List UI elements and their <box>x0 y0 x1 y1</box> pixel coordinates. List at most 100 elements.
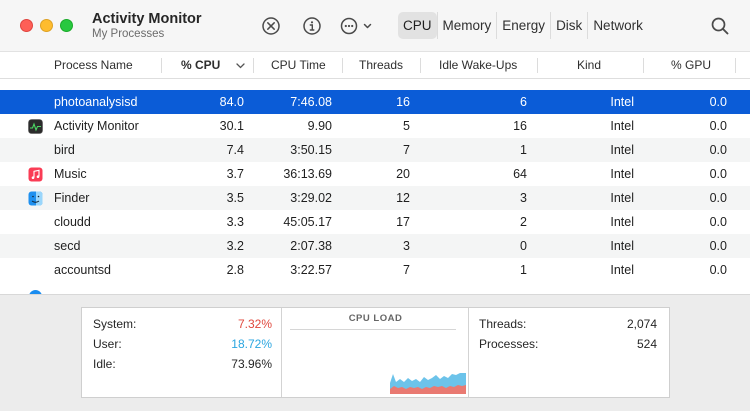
column-divider[interactable] <box>420 58 421 73</box>
processes-label: Processes: <box>479 337 539 351</box>
col-threads[interactable]: Threads <box>359 58 404 72</box>
table-row[interactable]: secd 3.2 2:07.38 3 0 Intel 0.0 <box>0 234 750 258</box>
more-actions-icon <box>340 17 372 35</box>
cpu-time: 36:13.69 <box>283 167 332 181</box>
cpu-time: 9.90 <box>307 119 332 133</box>
threads: 20 <box>396 167 410 181</box>
cpu-percent: 3.5 <box>226 191 244 205</box>
table-row-partial[interactable] <box>0 290 750 294</box>
toolbar: Activity Monitor My Processes <box>0 0 750 52</box>
table-spacer <box>0 80 750 90</box>
cpu-time: 3:29.02 <box>290 191 332 205</box>
threads: 16 <box>396 95 410 109</box>
cpu-percent: 84.0 <box>219 95 244 109</box>
process-name: Finder <box>54 191 90 205</box>
idle-wakeups: 0 <box>520 239 527 253</box>
tab-network[interactable]: Network <box>587 12 648 39</box>
tab-energy[interactable]: Energy <box>496 12 550 39</box>
cpu-load-title: CPU LOAD <box>348 313 403 324</box>
window-subtitle[interactable]: My Processes <box>92 28 165 40</box>
search-button[interactable] <box>709 15 731 37</box>
column-divider[interactable] <box>537 58 538 73</box>
cpu-percent: 3.3 <box>226 215 244 229</box>
gpu-percent: 0.0 <box>709 239 727 253</box>
more-actions-button[interactable] <box>338 15 376 37</box>
column-divider[interactable] <box>735 58 736 73</box>
idle-wakeups: 1 <box>520 263 527 277</box>
table-row[interactable]: Music 3.7 36:13.69 20 64 Intel 0.0 <box>0 162 750 186</box>
col-cpu-time[interactable]: CPU Time <box>271 58 326 72</box>
table-row[interactable]: cloudd 3.3 45:05.17 17 2 Intel 0.0 <box>0 210 750 234</box>
tab-memory[interactable]: Memory <box>436 12 497 39</box>
kind: Intel <box>610 167 634 181</box>
cpu-percent: 3.2 <box>226 239 244 253</box>
system-load-area <box>390 385 466 394</box>
user-value: 18.72% <box>231 337 272 351</box>
gpu-percent: 0.0 <box>709 143 727 157</box>
table-row[interactable]: accountsd 2.8 3:22.57 7 1 Intel 0.0 <box>0 258 750 282</box>
kind: Intel <box>610 239 634 253</box>
gpu-percent: 0.0 <box>709 167 727 181</box>
table-row[interactable]: Finder 3.5 3:29.02 12 3 Intel 0.0 <box>0 186 750 210</box>
cpu-percent: 7.4 <box>226 143 244 157</box>
music-icon <box>28 167 43 182</box>
cpu-time: 3:50.15 <box>290 143 332 157</box>
threads: 12 <box>396 191 410 205</box>
close-window-button[interactable] <box>20 19 33 32</box>
minimize-window-button[interactable] <box>40 19 53 32</box>
col-kind[interactable]: Kind <box>577 58 602 72</box>
process-table[interactable]: photoanalysisd 84.0 7:46.08 16 6 Intel 0… <box>0 80 750 292</box>
idle-wakeups: 2 <box>520 215 527 229</box>
processes-value: 524 <box>636 337 657 351</box>
divider <box>468 308 469 397</box>
process-name: accountsd <box>54 263 111 277</box>
zoom-window-button[interactable] <box>60 19 73 32</box>
threads: 3 <box>403 239 410 253</box>
table-row[interactable]: photoanalysisd 84.0 7:46.08 16 6 Intel 0… <box>0 90 750 114</box>
col-gpu-percent[interactable]: % GPU <box>671 58 712 72</box>
gpu-percent: 0.0 <box>709 215 727 229</box>
threads: 7 <box>403 143 410 157</box>
idle-wakeups: 3 <box>520 191 527 205</box>
idle-label: Idle: <box>93 357 116 371</box>
idle-value: 73.96% <box>231 357 272 371</box>
tab-cpu[interactable]: CPU <box>398 12 437 39</box>
col-idle-wakeups[interactable]: Idle Wake-Ups <box>439 58 518 72</box>
process-name: Music <box>54 167 87 181</box>
process-name: secd <box>54 239 81 253</box>
kind: Intel <box>610 191 634 205</box>
column-divider[interactable] <box>161 58 162 73</box>
cpu-stats-box: System: 7.32% User: 18.72% Idle: 73.96% … <box>81 307 670 398</box>
stop-process-button[interactable] <box>260 15 282 37</box>
chevron-down-icon <box>236 63 245 69</box>
search-icon <box>711 17 729 35</box>
column-header: Process Name % CPU CPU Time Threads Idle… <box>0 52 750 79</box>
inspect-icon <box>303 17 321 35</box>
system-label: System: <box>93 317 137 331</box>
activity-monitor-icon <box>28 119 43 134</box>
kind: Intel <box>610 215 634 229</box>
tab-disk[interactable]: Disk <box>550 12 587 39</box>
column-divider[interactable] <box>253 58 254 73</box>
inspect-process-button[interactable] <box>301 15 323 37</box>
col-process-name[interactable]: Process Name <box>54 58 133 72</box>
gpu-percent: 0.0 <box>709 263 727 277</box>
idle-wakeups: 64 <box>513 167 527 181</box>
process-name: Activity Monitor <box>54 119 139 133</box>
kind: Intel <box>610 143 634 157</box>
cpu-load-rule <box>290 329 456 330</box>
process-name: cloudd <box>54 215 91 229</box>
column-divider[interactable] <box>342 58 343 73</box>
cpu-percent: 30.1 <box>219 119 244 133</box>
cpu-load-graph <box>390 373 466 394</box>
gpu-percent: 0.0 <box>709 191 727 205</box>
idle-wakeups: 1 <box>520 143 527 157</box>
table-row[interactable]: Activity Monitor 30.1 9.90 5 16 Intel 0.… <box>0 114 750 138</box>
col-cpu-percent[interactable]: % CPU <box>181 58 221 72</box>
table-row[interactable]: bird 7.4 3:50.15 7 1 Intel 0.0 <box>0 138 750 162</box>
threads: 7 <box>403 263 410 277</box>
view-tabs: CPU Memory Energy Disk Network <box>398 12 648 39</box>
column-divider[interactable] <box>643 58 644 73</box>
cpu-time: 45:05.17 <box>283 215 332 229</box>
